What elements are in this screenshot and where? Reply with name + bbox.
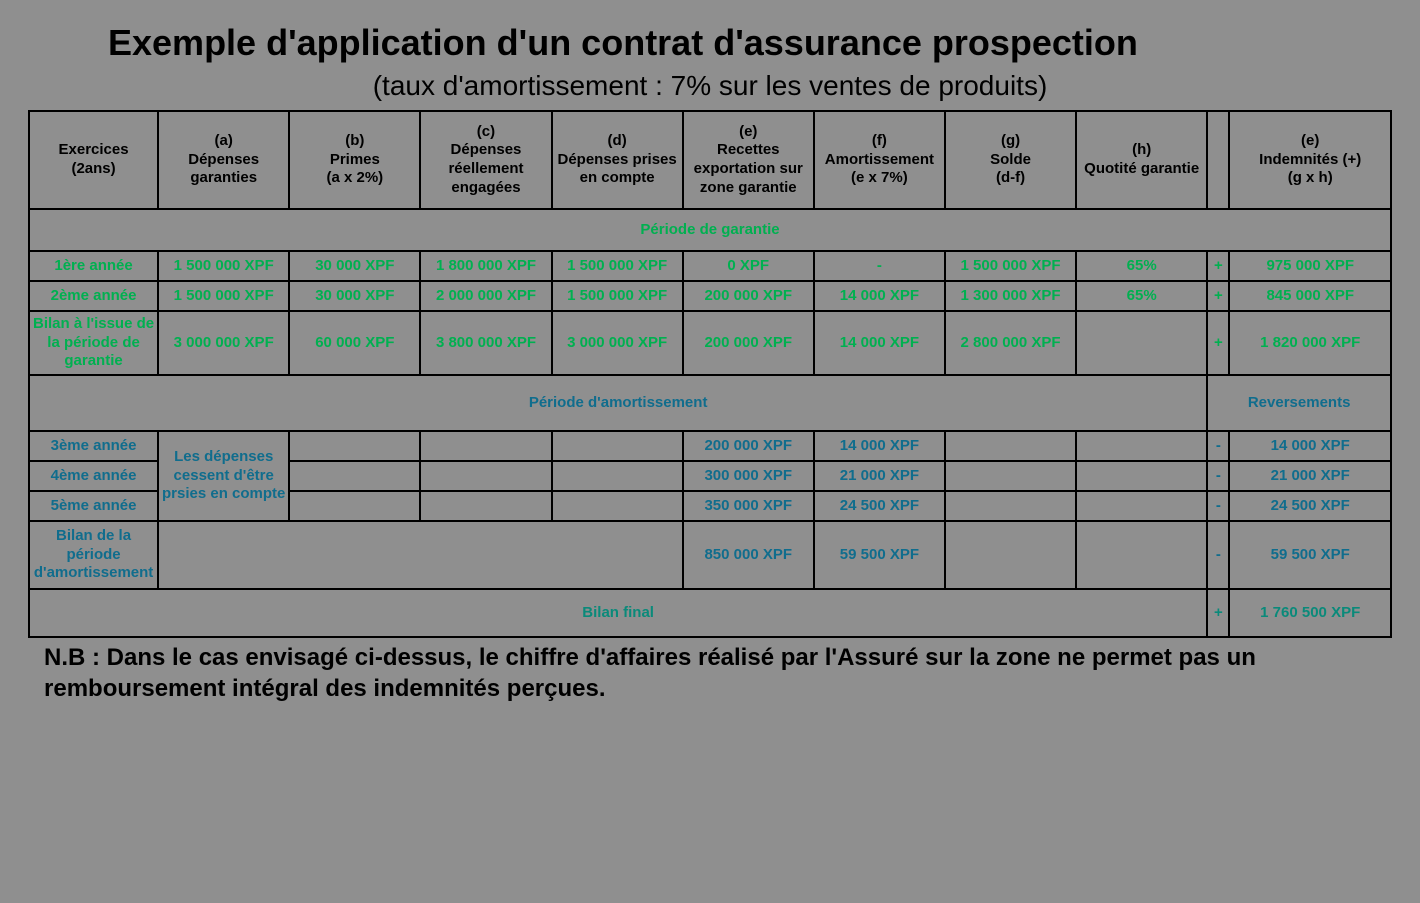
table-header-row: Exercices(2ans) (a)Dépenses garanties (b… (29, 111, 1391, 209)
section-amort: Période d'amortissement Reversements (29, 375, 1391, 431)
col-f: (f)Amortissement(e x 7%) (814, 111, 945, 209)
table-row: 3ème année Les dépenses cessent d'être p… (29, 431, 1391, 461)
row-label: 5ème année (29, 491, 158, 521)
reversements-label: Reversements (1207, 375, 1391, 431)
col-b: (b)Primes(a x 2%) (289, 111, 420, 209)
col-h: (h)Quotité garantie (1076, 111, 1207, 209)
row-label: Bilan de la période d'amortissement (29, 521, 158, 589)
row-label: 3ème année (29, 431, 158, 461)
row-label: Bilan à l'issue de la période de garanti… (29, 311, 158, 375)
table-row: 2ème année 1 500 000 XPF 30 000 XPF 2 00… (29, 281, 1391, 311)
garantie-bilan-row: Bilan à l'issue de la période de garanti… (29, 311, 1391, 375)
row-label: 4ème année (29, 461, 158, 491)
section-garantie-label: Période de garantie (29, 209, 1391, 251)
row-label: 2ème année (29, 281, 158, 311)
final-row: Bilan final + 1 760 500 XPF (29, 589, 1391, 637)
col-d: (d)Dépenses prises en compte (552, 111, 683, 209)
col-sign (1207, 111, 1229, 209)
page-subtitle: (taux d'amortissement : 7% sur les vente… (28, 70, 1392, 102)
amort-bilan-row: Bilan de la période d'amortissement 850 … (29, 521, 1391, 589)
col-e: (e)Recettes exportation sur zone garanti… (683, 111, 814, 209)
col-exercices: Exercices(2ans) (29, 111, 158, 209)
col-c: (c)Dépenses réellement engagées (420, 111, 551, 209)
col-a: (a)Dépenses garanties (158, 111, 289, 209)
col-i: (e)Indemnités (+)(g x h) (1229, 111, 1391, 209)
final-label: Bilan final (29, 589, 1207, 637)
page-title: Exemple d'application d'un contrat d'ass… (28, 22, 1392, 64)
amort-note: Les dépenses cessent d'être prsies en co… (158, 431, 289, 521)
amortization-table: Exercices(2ans) (a)Dépenses garanties (b… (28, 110, 1392, 638)
row-label: 1ère année (29, 251, 158, 281)
section-garantie: Période de garantie (29, 209, 1391, 251)
col-g: (g)Solde(d-f) (945, 111, 1076, 209)
table-row: 1ère année 1 500 000 XPF 30 000 XPF 1 80… (29, 251, 1391, 281)
footnote: N.B : Dans le cas envisagé ci-dessus, le… (28, 638, 1392, 704)
section-amort-label: Période d'amortissement (29, 375, 1207, 431)
